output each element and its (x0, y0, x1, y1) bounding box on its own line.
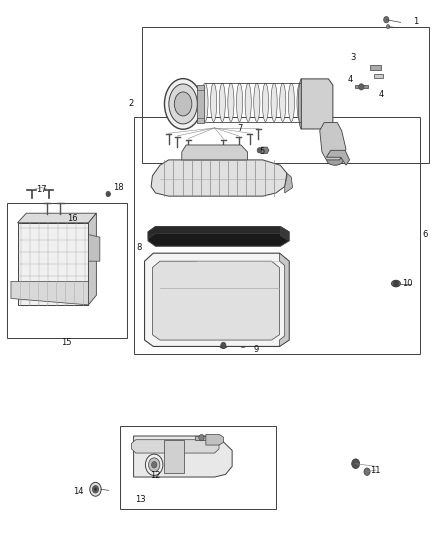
Ellipse shape (202, 83, 208, 122)
Text: 2: 2 (128, 100, 133, 108)
Ellipse shape (219, 283, 258, 314)
Ellipse shape (91, 236, 98, 260)
Circle shape (257, 148, 261, 153)
Circle shape (90, 482, 101, 496)
Polygon shape (88, 235, 100, 261)
Polygon shape (152, 261, 279, 340)
Circle shape (359, 84, 364, 90)
Ellipse shape (211, 83, 217, 122)
Text: 16: 16 (67, 214, 78, 223)
Polygon shape (195, 436, 208, 440)
Polygon shape (134, 436, 232, 477)
Ellipse shape (280, 83, 286, 122)
Text: 1: 1 (413, 17, 419, 26)
Ellipse shape (164, 78, 201, 130)
Circle shape (199, 434, 204, 441)
Circle shape (148, 458, 160, 472)
Ellipse shape (170, 285, 188, 314)
Polygon shape (320, 123, 346, 160)
Polygon shape (131, 440, 219, 453)
Circle shape (352, 459, 360, 469)
Ellipse shape (224, 288, 253, 309)
Polygon shape (18, 223, 88, 305)
Circle shape (384, 17, 389, 23)
Ellipse shape (245, 83, 251, 122)
Polygon shape (285, 173, 293, 193)
Ellipse shape (169, 84, 197, 124)
Circle shape (92, 486, 99, 493)
Text: 14: 14 (73, 487, 83, 496)
Text: 6: 6 (422, 230, 427, 239)
Ellipse shape (174, 92, 192, 116)
Bar (7, 203, 127, 338)
Ellipse shape (392, 280, 400, 287)
Circle shape (221, 342, 226, 349)
Polygon shape (301, 79, 333, 129)
Polygon shape (18, 213, 96, 223)
Circle shape (393, 280, 399, 287)
Ellipse shape (271, 83, 277, 122)
Polygon shape (148, 227, 280, 239)
Ellipse shape (298, 79, 304, 129)
Ellipse shape (173, 290, 185, 309)
Polygon shape (370, 65, 381, 70)
Text: 17: 17 (36, 185, 47, 193)
Ellipse shape (288, 83, 294, 122)
Polygon shape (197, 85, 204, 123)
Text: 13: 13 (135, 496, 145, 504)
Circle shape (386, 25, 390, 29)
Ellipse shape (240, 343, 246, 348)
Ellipse shape (228, 83, 234, 122)
Polygon shape (206, 434, 223, 445)
Text: 4: 4 (348, 76, 353, 84)
Bar (142, 27, 429, 163)
Polygon shape (326, 150, 350, 165)
Circle shape (364, 468, 370, 475)
Text: 5: 5 (259, 148, 265, 156)
Ellipse shape (262, 83, 268, 122)
Polygon shape (88, 213, 96, 305)
Bar (134, 117, 420, 354)
Circle shape (145, 454, 163, 475)
Ellipse shape (297, 83, 303, 122)
Polygon shape (11, 281, 88, 305)
Text: 10: 10 (402, 279, 413, 288)
Ellipse shape (230, 292, 247, 305)
Polygon shape (148, 227, 289, 246)
Polygon shape (151, 160, 287, 196)
Text: 3: 3 (350, 53, 355, 61)
Ellipse shape (219, 343, 227, 349)
Ellipse shape (254, 83, 260, 122)
Ellipse shape (327, 155, 343, 165)
Polygon shape (279, 253, 289, 346)
Polygon shape (280, 227, 289, 241)
Polygon shape (182, 145, 247, 160)
Polygon shape (261, 147, 269, 154)
Polygon shape (355, 85, 368, 88)
Text: 11: 11 (371, 466, 381, 474)
Circle shape (152, 462, 157, 468)
Text: 12: 12 (150, 471, 161, 480)
Circle shape (94, 488, 97, 491)
Polygon shape (145, 253, 289, 346)
Polygon shape (374, 74, 383, 78)
Ellipse shape (219, 83, 225, 122)
Text: 15: 15 (61, 338, 72, 346)
Bar (120, 426, 276, 509)
Text: 9: 9 (254, 345, 259, 353)
Polygon shape (164, 440, 184, 473)
Ellipse shape (237, 83, 243, 122)
Circle shape (106, 191, 110, 197)
Text: 4: 4 (378, 91, 384, 99)
Text: 7: 7 (237, 125, 243, 133)
Text: 18: 18 (113, 183, 124, 192)
Text: 8: 8 (137, 244, 142, 252)
